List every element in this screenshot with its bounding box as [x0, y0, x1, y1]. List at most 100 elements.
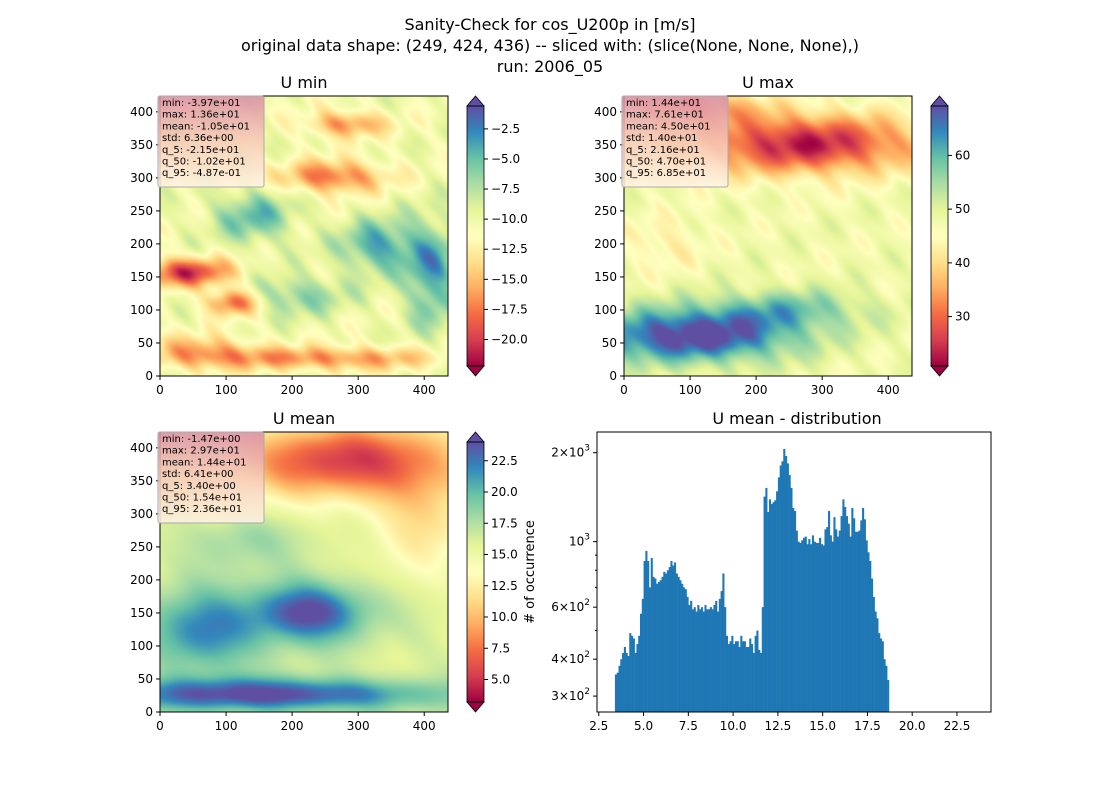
y-tick-label: 100	[594, 303, 617, 317]
x-tick-label: 5.0	[634, 719, 653, 733]
stats-line: q_95: 6.85e+01	[626, 168, 706, 179]
histogram-bar	[819, 537, 822, 712]
histogram-bar	[810, 544, 813, 712]
histogram-bar	[799, 542, 802, 712]
stats-line: q_95: -4.87e-01	[162, 168, 241, 179]
y-tick-label: 0	[145, 705, 153, 719]
histogram-bar	[869, 560, 872, 712]
histogram-bar	[779, 465, 782, 712]
histogram-bar	[758, 649, 761, 712]
y-tick-label: 100	[130, 303, 153, 317]
histogram-bar	[788, 475, 791, 712]
histogram-bar	[752, 652, 755, 712]
y-tick-label: 200	[594, 237, 617, 251]
stats-line: max: 1.36e+01	[162, 110, 240, 121]
x-tick-label: 100	[215, 719, 238, 733]
histogram-bar	[718, 598, 721, 712]
histogram-bar	[862, 507, 865, 712]
x-tick-label: 200	[745, 383, 768, 397]
axes-frame	[623, 95, 913, 377]
colorbar-tick-label: −2.5	[491, 122, 520, 136]
histogram-bar	[783, 448, 786, 712]
colorbar-umean: 5.0 7.5 10.0 12.5 15.0 17.5 20.0 22.5	[466, 431, 518, 713]
histogram-bar	[686, 596, 689, 712]
colorbar-gradient	[931, 106, 948, 366]
y-tick-label: 250	[130, 540, 153, 554]
histogram-bar	[872, 596, 875, 712]
histogram-bar	[668, 567, 671, 712]
histogram-bar	[745, 646, 748, 712]
histogram-bar	[790, 487, 793, 712]
histogram-bar	[831, 541, 834, 712]
colorbar-gradient	[467, 442, 484, 702]
y-tick-label: 150	[130, 606, 153, 620]
stats-line: q_50: -1.02e+01	[162, 157, 246, 168]
y-tick-label: 150	[130, 270, 153, 284]
stats-line: q_50: 4.70e+01	[626, 157, 706, 168]
y-tick-label: 3×102	[551, 687, 590, 703]
histogram-bar	[797, 541, 800, 712]
histogram-bar	[697, 605, 700, 712]
histogram-bar	[616, 672, 619, 712]
histogram-bar	[657, 581, 660, 712]
histogram-bar	[794, 510, 797, 712]
histogram-bar	[704, 605, 707, 712]
histogram-bar	[836, 536, 840, 712]
axes-frame	[596, 431, 992, 713]
histogram-bar	[874, 611, 877, 712]
histogram-bar	[765, 487, 768, 712]
histogram-bar	[679, 580, 682, 712]
histogram-bar	[808, 539, 811, 712]
histogram-bar	[661, 576, 664, 712]
suptitle-line-2: original data shape: (249, 424, 436) -- …	[241, 36, 859, 55]
x-tick-label: 200	[281, 719, 304, 733]
y-axis-label: # of occurrence	[523, 520, 538, 624]
x-tick-label: 15.0	[809, 719, 836, 733]
histogram-bar	[648, 587, 652, 712]
y-tick-label: 350	[130, 138, 153, 152]
x-tick-label: 20.0	[899, 719, 926, 733]
histogram-bar	[767, 511, 770, 712]
histogram-bar	[639, 613, 643, 712]
histogram-bar	[622, 652, 625, 712]
histogram-bar	[804, 536, 807, 712]
x-tick-label: 0	[156, 383, 164, 397]
histogram-bar	[618, 665, 621, 712]
histogram-bar	[733, 644, 736, 712]
x-tick-label: 7.5	[679, 719, 698, 733]
histogram-bar	[632, 638, 635, 712]
colorbar-frame	[466, 105, 485, 367]
histogram-bar	[645, 550, 648, 712]
colorbar-frame	[930, 105, 949, 367]
stats-line: std: 6.41e+00	[162, 469, 234, 480]
x-tick-label: 2.5	[589, 719, 608, 733]
histogram-bar	[885, 665, 888, 712]
histogram-bar	[700, 607, 703, 712]
colorbar-umin: −2.5 −5.0 −7.5 −10.0 −12.5 −15.0 −17.5 −20.0	[466, 95, 528, 377]
axes-frame	[159, 431, 449, 713]
heatmap-umin: 0 100 200 300 400 0 50 100 150 200 250 300 350 400 min…	[130, 95, 449, 397]
histogram-bar	[684, 589, 687, 712]
histogram-bar	[761, 607, 764, 712]
histogram-bar	[840, 516, 843, 712]
histogram-bar	[647, 560, 650, 712]
x-tick-label: 100	[679, 383, 702, 397]
histogram-bar	[887, 680, 890, 712]
histogram-bar	[720, 591, 723, 712]
histogram-bar	[629, 633, 632, 712]
colorbar-extend-bottom	[466, 365, 485, 377]
histogram-bar	[795, 530, 798, 712]
histogram-bar	[715, 600, 718, 712]
histogram-bar	[691, 609, 695, 712]
histogram-bar	[682, 587, 686, 712]
histogram-bar	[702, 611, 705, 712]
histogram-bar	[792, 507, 795, 712]
histogram-bar	[675, 573, 678, 712]
colorbar-tick-label: 20.0	[491, 485, 518, 499]
stats-line: max: 7.61e+01	[626, 110, 704, 121]
histogram-bar	[772, 502, 775, 712]
histogram-bar	[811, 535, 814, 712]
histogram-bar	[654, 578, 657, 712]
